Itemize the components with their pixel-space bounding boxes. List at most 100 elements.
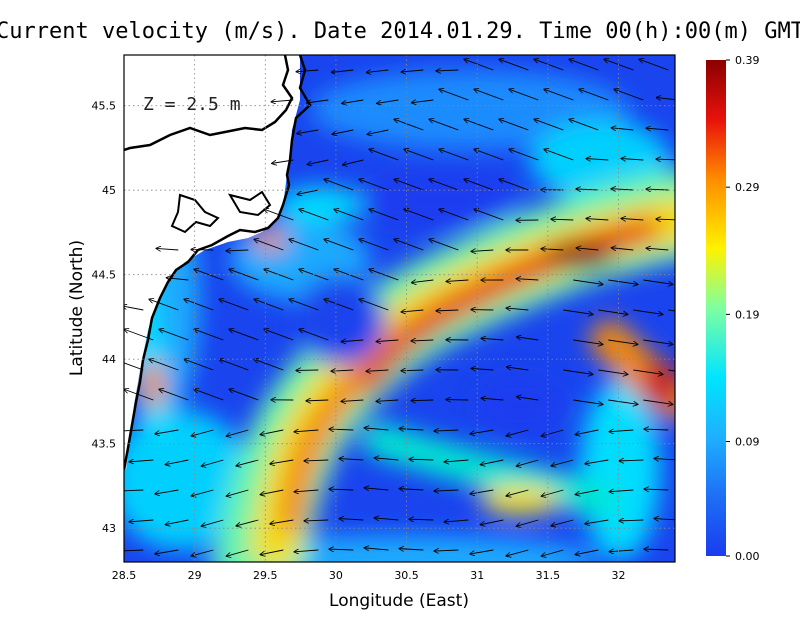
velocity-arrow <box>611 189 634 190</box>
velocity-arrow <box>369 269 399 281</box>
velocity-arrow <box>644 429 669 430</box>
x-tick-label: 29 <box>188 569 202 582</box>
velocity-arrow <box>579 89 609 101</box>
velocity-arrow <box>481 459 504 465</box>
depth-annotation: Z = 2.5 m <box>143 94 241 115</box>
y-tick-labels: 43 43.5 44 44.5 45 45.5 <box>92 100 117 536</box>
colorbar-gradient <box>706 60 726 556</box>
colorbar-tick-label: 0.39 <box>735 54 760 67</box>
velocity-arrow <box>612 128 634 130</box>
velocity-arrow <box>586 219 609 220</box>
velocity-arrow <box>608 399 637 404</box>
velocity-arrow <box>367 70 389 72</box>
velocity-arrow <box>551 219 574 220</box>
velocity-arrow <box>585 459 609 464</box>
velocity-arrow <box>369 209 399 221</box>
velocity-arrow <box>542 429 564 436</box>
velocity-arrow <box>149 359 179 371</box>
velocity-arrow <box>289 239 319 251</box>
velocity-arrow <box>464 119 494 131</box>
velocity-arrow <box>499 59 529 71</box>
velocity-arrow <box>412 100 434 103</box>
velocity-arrow <box>470 549 494 554</box>
velocity-arrow <box>365 548 389 550</box>
velocity-arrow <box>124 389 154 401</box>
velocity-arrow <box>341 400 364 401</box>
velocity-arrow <box>191 549 214 556</box>
velocity-arrow <box>229 389 259 401</box>
velocity-arrow <box>551 519 574 526</box>
velocity-arrow <box>394 179 424 191</box>
velocity-arrow <box>598 309 627 314</box>
velocity-arrow <box>647 128 669 130</box>
velocity-arrow <box>619 460 644 461</box>
velocity-arrow <box>236 459 259 466</box>
velocity-arrow <box>608 339 637 344</box>
velocity-arrow <box>619 520 644 521</box>
plot-frame <box>123 54 676 563</box>
velocity-arrow <box>404 209 434 221</box>
velocity-arrow <box>375 458 399 460</box>
velocity-arrow <box>517 459 539 466</box>
velocity-arrow <box>474 209 504 221</box>
velocity-arrow <box>324 299 354 311</box>
velocity-arrow <box>184 359 214 371</box>
velocity-arrow <box>332 129 354 134</box>
velocity-arrow <box>329 489 354 490</box>
velocity-arrow <box>445 520 469 522</box>
velocity-arrow <box>612 248 634 250</box>
velocity-arrow <box>306 400 329 401</box>
velocity-arrow <box>166 459 189 465</box>
colorbar-tick-labels: 0.00 0.09 0.19 0.29 0.39 <box>726 54 760 563</box>
velocity-arrow <box>436 70 459 71</box>
y-tick-label: 43 <box>102 522 116 535</box>
velocity-arrow <box>678 340 707 344</box>
velocity-arrow <box>359 299 389 311</box>
velocity-arrow <box>399 429 424 430</box>
velocity-arrow <box>324 239 354 251</box>
velocity-arrow <box>375 518 399 520</box>
velocity-arrow <box>377 99 399 103</box>
velocity-arrow <box>295 550 319 552</box>
velocity-arrow <box>585 519 609 524</box>
velocity-arrow <box>272 100 294 102</box>
velocity-arrow <box>394 239 424 251</box>
velocity-arrow <box>227 549 249 556</box>
x-tick-label: 30 <box>329 569 343 582</box>
velocity-arrow <box>334 269 364 281</box>
velocity-arrow <box>576 189 599 190</box>
velocity-arrow <box>254 359 284 371</box>
velocity-arrow <box>297 129 319 134</box>
velocity-arrow <box>517 519 539 526</box>
velocity-arrow <box>124 329 154 341</box>
velocity-arrow <box>517 337 539 341</box>
velocity-arrow <box>544 89 574 101</box>
velocity-arrow <box>551 459 574 466</box>
velocity-arrow <box>647 248 669 250</box>
velocity-arrow <box>334 209 364 221</box>
velocity-arrow <box>254 239 284 251</box>
velocity-arrow <box>507 308 529 310</box>
y-tick-label: 44.5 <box>92 269 117 282</box>
velocity-arrow <box>668 369 675 372</box>
velocity-arrow <box>308 159 329 164</box>
velocity-arrow <box>644 549 669 550</box>
velocity-arrow <box>633 369 662 374</box>
velocity-arrow <box>219 299 249 311</box>
velocity-arrow <box>542 489 564 496</box>
velocity-arrow <box>342 340 364 342</box>
velocity-arrow <box>499 119 529 131</box>
velocity-arrow <box>446 280 469 281</box>
velocity-arrow <box>261 549 284 555</box>
velocity-arrow <box>576 489 599 495</box>
x-tick-label: 32 <box>611 569 625 582</box>
velocity-arrow <box>332 70 354 72</box>
velocity-arrow <box>541 249 564 250</box>
velocity-arrow <box>643 279 672 284</box>
velocity-arrow <box>343 159 364 165</box>
velocity-arrow <box>573 399 602 404</box>
coastline <box>124 55 294 152</box>
velocity-arrow <box>365 428 389 430</box>
y-tick-label: 45.5 <box>92 100 117 113</box>
colorbar-tick-label: 0.29 <box>735 181 760 194</box>
